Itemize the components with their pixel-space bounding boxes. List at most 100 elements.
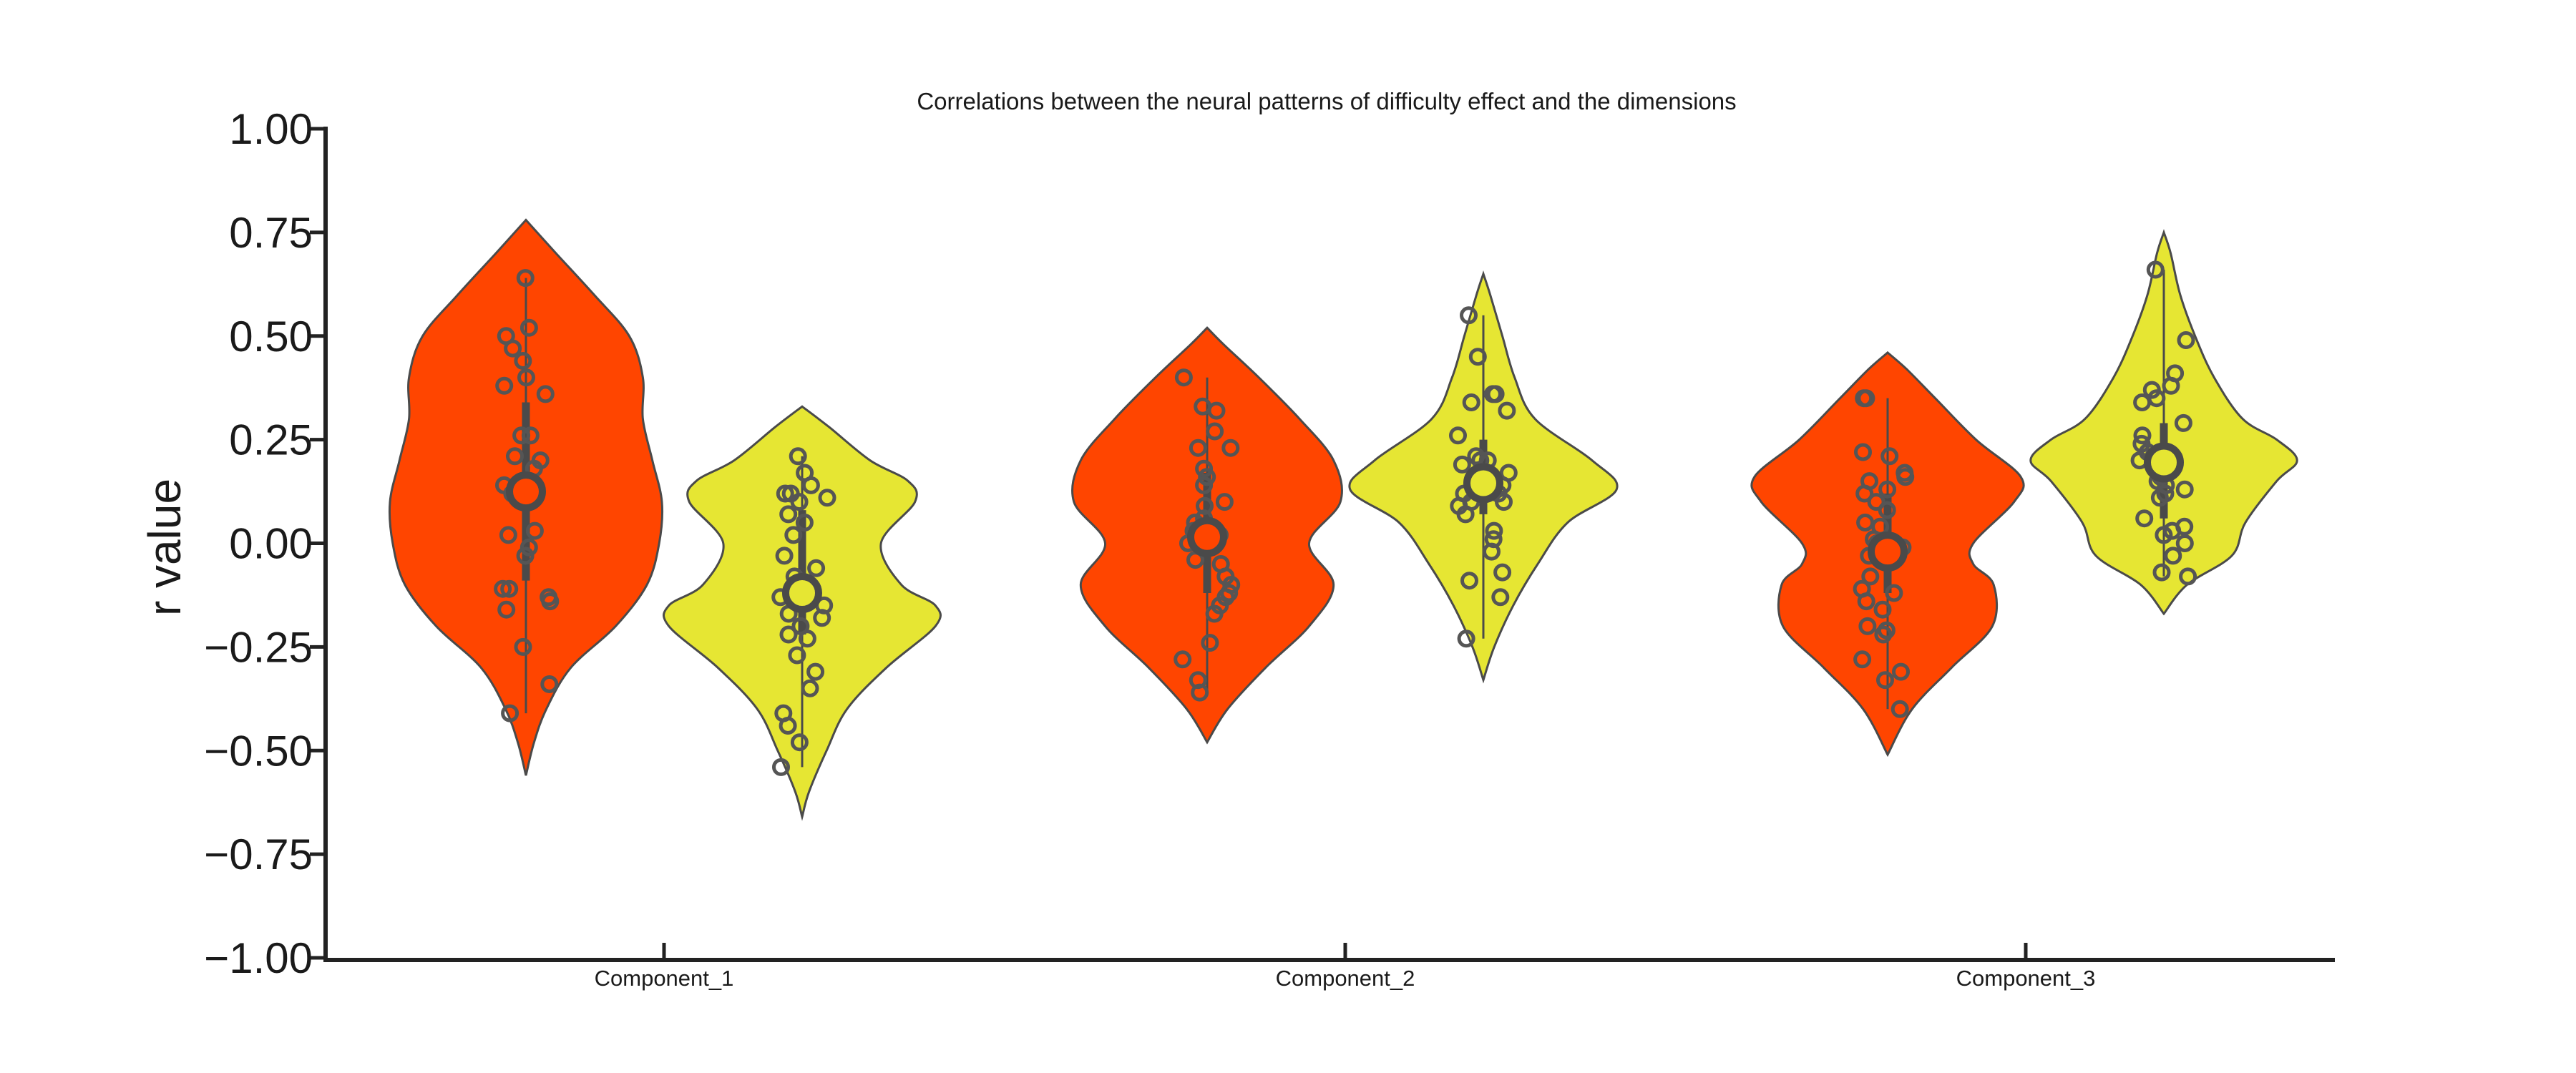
data-point xyxy=(506,447,524,466)
violin-group xyxy=(1348,270,1619,684)
data-point xyxy=(806,662,825,681)
data-point xyxy=(1195,459,1214,478)
data-point xyxy=(536,385,555,403)
median-marker xyxy=(1187,516,1227,557)
data-point xyxy=(540,675,559,693)
data-point xyxy=(1207,401,1226,420)
data-point xyxy=(1485,521,1503,540)
data-point xyxy=(1453,455,1471,474)
data-point xyxy=(2179,567,2197,586)
y-tick-label: 0.50 xyxy=(229,313,313,361)
data-point xyxy=(795,514,814,531)
data-point xyxy=(2163,521,2182,540)
data-point xyxy=(1201,634,1219,652)
data-point xyxy=(525,521,544,540)
data-point xyxy=(1456,505,1475,524)
y-tick-label: −0.75 xyxy=(204,831,313,878)
median-marker xyxy=(1463,463,1503,504)
violin-group xyxy=(1071,326,1343,745)
data-point xyxy=(788,646,806,665)
data-point xyxy=(517,368,535,387)
data-point xyxy=(1874,625,1893,644)
data-point xyxy=(1196,496,1214,515)
data-point xyxy=(516,269,535,288)
y-tick-label: −1.00 xyxy=(204,934,313,982)
data-point xyxy=(2162,376,2180,395)
x-tick-label: Component_2 xyxy=(1276,966,1415,991)
data-point xyxy=(2164,547,2182,565)
data-point xyxy=(776,484,794,503)
data-point xyxy=(500,579,519,598)
data-point xyxy=(1206,422,1224,441)
x-axis-ticks: Component_1 Component_2 Component_3 xyxy=(595,943,2095,991)
data-point xyxy=(775,547,794,565)
data-point xyxy=(516,547,535,565)
chart-title: Correlations between the neural patterns… xyxy=(917,88,1736,114)
data-point xyxy=(501,704,519,722)
y-axis-label: r value xyxy=(139,479,190,616)
data-point xyxy=(1449,426,1467,445)
y-tick-label: 0.00 xyxy=(229,520,313,568)
data-point xyxy=(2155,526,2173,544)
data-point xyxy=(1861,567,1880,586)
data-point xyxy=(2135,509,2154,528)
data-point xyxy=(2152,563,2171,582)
data-point xyxy=(1460,306,1478,325)
data-point xyxy=(495,376,514,395)
data-point xyxy=(807,559,826,577)
data-point xyxy=(519,538,538,557)
data-point xyxy=(2150,489,2169,507)
median-marker xyxy=(782,573,822,614)
data-point xyxy=(2133,426,2152,445)
data-point xyxy=(2133,393,2152,411)
data-point xyxy=(2175,534,2194,552)
data-point xyxy=(1493,563,1512,582)
data-point xyxy=(514,352,532,370)
data-point xyxy=(798,629,816,648)
data-point xyxy=(1857,389,1875,408)
data-point xyxy=(1460,572,1478,590)
data-point xyxy=(1468,348,1487,366)
data-point xyxy=(779,717,797,735)
data-point xyxy=(1195,476,1214,494)
data-point xyxy=(541,592,560,611)
data-point xyxy=(1876,671,1894,690)
data-point xyxy=(512,426,531,445)
data-point xyxy=(514,637,532,656)
data-point xyxy=(1498,401,1516,420)
x-tick-label: Component_1 xyxy=(595,966,734,991)
data-point xyxy=(1853,650,1872,669)
violin-group xyxy=(2029,229,2298,616)
data-point xyxy=(813,609,831,627)
data-point xyxy=(1892,662,1910,681)
data-point xyxy=(1890,700,1909,718)
median-marker xyxy=(506,471,546,512)
data-point xyxy=(1855,484,1874,503)
data-point xyxy=(1215,493,1234,511)
data-point xyxy=(1854,443,1872,461)
violin-group xyxy=(388,218,664,776)
data-point xyxy=(521,426,540,445)
data-point xyxy=(1896,468,1915,486)
data-point xyxy=(1873,600,1892,619)
violin-plots xyxy=(388,218,2298,821)
data-point xyxy=(772,758,790,776)
data-point xyxy=(2177,331,2195,349)
data-point xyxy=(2146,260,2165,279)
violin-group xyxy=(663,405,942,821)
data-point xyxy=(1462,393,1480,411)
y-tick-label: 0.75 xyxy=(229,209,313,257)
y-axis-ticks: 1.00 0.75 0.50 0.25 0.00 −0.25 −0.50 −0.75 −1.00 xyxy=(204,105,326,982)
data-point xyxy=(1198,468,1216,486)
data-point xyxy=(1867,493,1885,511)
y-tick-label: 0.25 xyxy=(229,416,313,464)
violin-group xyxy=(1750,351,2025,758)
y-tick-label: −0.50 xyxy=(204,727,313,775)
y-tick-label: 1.00 xyxy=(229,105,313,153)
data-point xyxy=(494,579,512,598)
data-point xyxy=(519,318,538,337)
data-point xyxy=(1878,501,1896,519)
data-point xyxy=(801,476,820,494)
data-point xyxy=(779,505,798,524)
data-point xyxy=(818,489,836,507)
